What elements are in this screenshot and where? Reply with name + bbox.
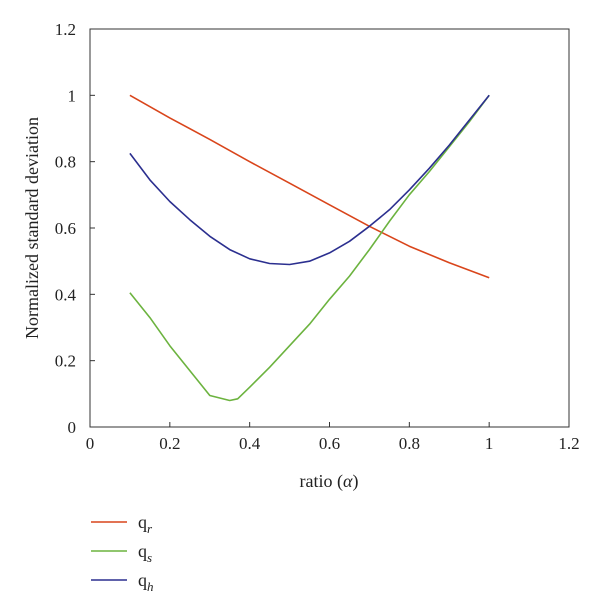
- x-axis-title: ratio (α): [300, 471, 359, 492]
- y-tick-label: 1.2: [55, 20, 76, 39]
- x-tick-label: 0.6: [319, 434, 340, 453]
- legend-label-qh: qh: [138, 570, 154, 594]
- axis-ticks: 0 0.2 0.4 0.6 0.8 1 1.2 0 0.2 0.4 0.6 0.8 1 1.2: [55, 20, 580, 453]
- series-lines: [129, 94, 490, 402]
- y-tick-label: 0.4: [55, 285, 77, 304]
- series-line-qs: [129, 94, 490, 402]
- x-tick-label: 1: [485, 434, 494, 453]
- x-tick-label: 0.8: [399, 434, 420, 453]
- y-tick-label: 0.2: [55, 352, 76, 371]
- y-tick-label: 1: [68, 86, 77, 105]
- legend-label-base: q: [138, 512, 147, 532]
- y-tick-label: 0: [68, 418, 77, 437]
- y-tick-label: 0.8: [55, 153, 76, 172]
- plot-frame: [89, 28, 570, 428]
- legend-label-subscript: s: [147, 550, 152, 565]
- legend-label-base: q: [138, 570, 147, 590]
- x-tick-label: 0.4: [239, 434, 261, 453]
- legend-label-base: q: [138, 541, 147, 561]
- series-line-qh: [129, 94, 490, 266]
- x-axis-title-end: ): [352, 471, 358, 492]
- x-tick-label: 0.2: [159, 434, 180, 453]
- legend-label-subscript: r: [147, 521, 153, 536]
- series-line-qr: [129, 94, 490, 279]
- x-axis-title-symbol: α: [343, 471, 353, 491]
- y-tick-label: 0.6: [55, 219, 76, 238]
- legend-label-subscript: h: [147, 579, 154, 594]
- x-axis-title-text: ratio (: [300, 471, 343, 492]
- y-axis-title: Normalized standard deviation: [22, 117, 42, 339]
- x-tick-label: 1.2: [558, 434, 579, 453]
- legend-label-qs: qs: [138, 541, 152, 565]
- legend-label-qr: qr: [138, 512, 153, 536]
- x-tick-label: 0: [86, 434, 95, 453]
